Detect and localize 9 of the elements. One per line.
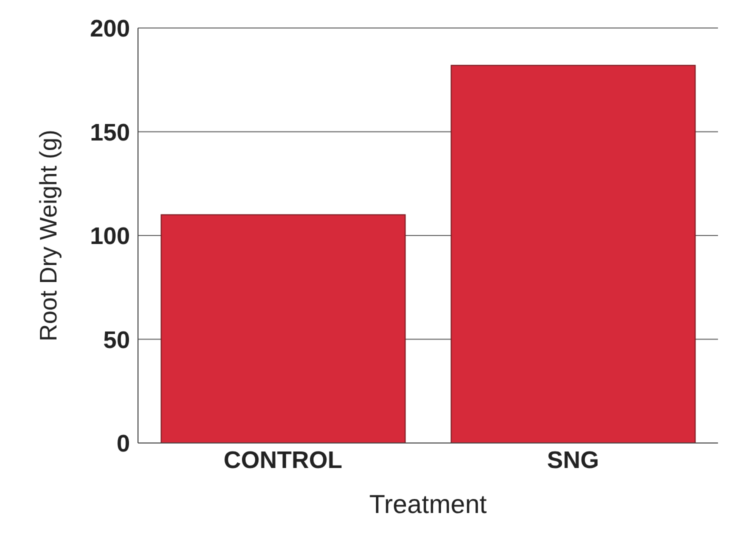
- y-tick-label: 50: [103, 326, 130, 354]
- x-axis-title: Treatment: [369, 489, 488, 519]
- x-tick-label: CONTROL: [224, 447, 342, 474]
- y-tick-label: 0: [116, 430, 130, 458]
- x-tick-label: SNG: [546, 447, 600, 474]
- y-axis-title: Root Dry Weight (g): [36, 130, 63, 342]
- y-tick-label: 100: [90, 223, 130, 250]
- y-tick-label: 200: [90, 16, 130, 43]
- y-tick-label: 150: [90, 119, 130, 146]
